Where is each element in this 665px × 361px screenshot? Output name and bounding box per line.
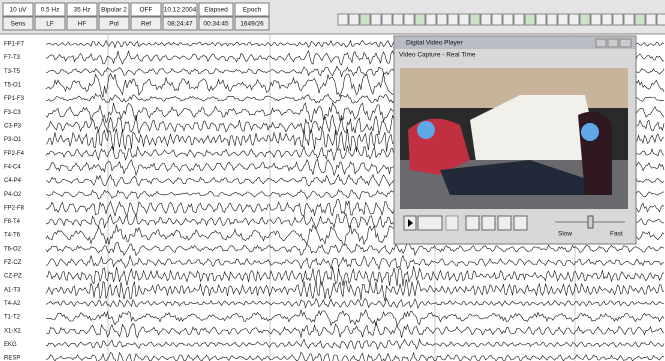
channel-label: F4-C4 [4, 164, 21, 170]
field-value: 35 Hz [74, 7, 91, 14]
channel-label: RESP [4, 356, 20, 361]
field-name: 1649/26 [240, 21, 264, 28]
toolbar-button[interactable] [580, 14, 590, 25]
toolbar-button[interactable] [360, 14, 370, 25]
channel-label: FP2-F4 [4, 151, 25, 157]
toolbar-button[interactable] [481, 14, 491, 25]
toolbar-button[interactable] [393, 14, 403, 25]
field-name: LF [46, 21, 54, 28]
speed-slider[interactable] [588, 216, 593, 228]
toolbar-button[interactable] [602, 14, 612, 25]
channel-label: X1-X2 [4, 328, 21, 334]
toolbar-button[interactable] [338, 14, 348, 25]
field-value: Elapsed [204, 7, 228, 14]
toolbar-button[interactable] [613, 14, 623, 25]
field-value: 10 uV [10, 7, 28, 14]
toolbar-button[interactable] [371, 14, 381, 25]
rewind-button[interactable] [466, 216, 479, 230]
channel-label: A1-T3 [4, 287, 21, 293]
channel-label: F7-T3 [4, 55, 21, 61]
forward-button[interactable] [514, 216, 527, 230]
channel-label: T4-A2 [4, 301, 21, 307]
toolbar-button[interactable] [382, 14, 392, 25]
toolbar-button[interactable] [646, 14, 656, 25]
toolbar-button[interactable] [536, 14, 546, 25]
field-name: Sens [11, 21, 27, 28]
toolbar-button[interactable] [569, 14, 579, 25]
toolbar-button[interactable] [558, 14, 568, 25]
slow-label: Slow [558, 231, 572, 238]
channel-label: FP2-F8 [4, 205, 25, 211]
channel-label: C4-P4 [4, 178, 22, 184]
step-back-button[interactable] [482, 216, 495, 230]
face-blur [417, 121, 435, 139]
channel-label: F8-T4 [4, 219, 21, 225]
video-window: Digital Video Player Video Capture - Rea… [394, 36, 636, 244]
channel-label: FP1-F3 [4, 96, 25, 102]
field-value: Epoch [243, 7, 262, 14]
channel-label: T5-O1 [4, 83, 22, 89]
toolbar-button[interactable] [437, 14, 447, 25]
toolbar-button[interactable] [448, 14, 458, 25]
close-button[interactable] [620, 39, 631, 47]
field-value: Bipolar 2 [101, 7, 127, 14]
fast-label: Fast [610, 231, 623, 238]
eeg-viewer: FP1-F7 F7-T3 T3-T5 T5-O1 FP1-F3 F3-C3 C3-P3 P3-… [0, 0, 665, 361]
field-name: 00:34:45 [203, 21, 229, 28]
channel-label: P3-O1 [4, 137, 22, 143]
channel-label: T1-T2 [4, 315, 21, 321]
def-button[interactable] [418, 216, 442, 230]
toolbar-button[interactable] [470, 14, 480, 25]
channel-label: CZ-PZ [4, 274, 22, 280]
toolbar-button[interactable] [404, 14, 414, 25]
field-value: 0.5 Hz [41, 7, 60, 14]
channel-label: T4-T6 [4, 233, 21, 239]
toolbar-button[interactable] [547, 14, 557, 25]
channel-label: FP1-F7 [4, 42, 25, 48]
field-name: 08:24:47 [167, 21, 193, 28]
step-forward-button[interactable] [498, 216, 511, 230]
channel-label: FZ-CZ [4, 260, 22, 266]
toolbar-button[interactable] [349, 14, 359, 25]
channel-label: P4-O2 [4, 192, 22, 198]
toolbar-button[interactable] [503, 14, 513, 25]
channel-label: EKG [4, 342, 17, 348]
toolbar-button[interactable] [635, 14, 645, 25]
field-value: 10.12.2004 [164, 7, 197, 14]
toolbar-button[interactable] [492, 14, 502, 25]
toolbar-button[interactable] [657, 14, 665, 25]
field-name: Ref [141, 21, 151, 28]
field-name: HF [78, 21, 87, 28]
window-title: Digital Video Player [406, 40, 463, 47]
toolbar-button[interactable] [459, 14, 469, 25]
toolbar-button[interactable] [525, 14, 535, 25]
maximize-button[interactable] [608, 39, 618, 47]
toolbar-button[interactable] [426, 14, 436, 25]
channel-label: C3-P3 [4, 123, 22, 129]
minimize-button[interactable] [596, 39, 606, 47]
toolbar-button[interactable] [591, 14, 601, 25]
toolbar-button[interactable] [514, 14, 524, 25]
channel-label: T6-O2 [4, 246, 22, 252]
channel-label: T3-T5 [4, 69, 21, 75]
field-name: Pol [109, 21, 119, 28]
toolbar-button[interactable] [624, 14, 634, 25]
field-value: OFF [140, 7, 153, 14]
face-blur [581, 123, 599, 141]
toolbar-button[interactable] [415, 14, 425, 25]
channel-label: F3-C3 [4, 110, 21, 116]
window-subtitle: Video Capture - Real Time [399, 52, 476, 59]
stop-button[interactable] [446, 216, 458, 230]
